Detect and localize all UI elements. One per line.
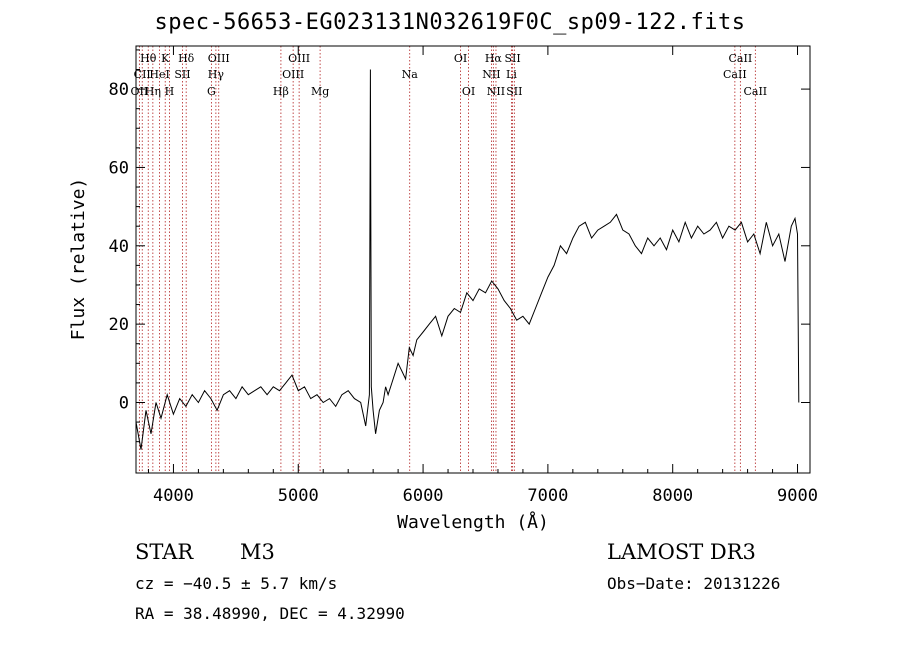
emission-line-label-21: NII — [487, 85, 505, 98]
emission-line-label-18: OI — [462, 85, 475, 98]
plot-frame — [135, 45, 811, 474]
x-tick-label-4: 8000 — [652, 486, 693, 506]
emission-line-label-5: K — [161, 52, 170, 65]
emission-line-markers — [138, 46, 756, 473]
survey-name: LAMOST DR3 — [607, 540, 756, 564]
emission-line-label-12: Hβ — [273, 85, 289, 98]
emission-line-label-0: Hθ — [140, 52, 157, 65]
axis-ticks: 4000 5000 6000 7000 8000 9000 0 20 40 60 80 — [109, 46, 818, 506]
observation-date: Obs−Date: 20131226 — [607, 574, 781, 593]
emission-line-label-11: G — [207, 85, 216, 98]
emission-line-label-16: Na — [402, 68, 419, 81]
emission-line-label-8: Hδ — [178, 52, 195, 65]
emission-line-label-25: CaII — [729, 52, 753, 65]
emission-line-label-27: CaII — [743, 85, 767, 98]
chart-title: spec-56653-EG023131N032619F0C_sp09-122.f… — [154, 10, 746, 35]
x-tick-label-2: 6000 — [403, 486, 444, 506]
x-tick-label-5: 9000 — [777, 486, 818, 506]
coordinates: RA = 38.48990, DEC = 4.32990 — [135, 604, 405, 623]
y-tick-label-4: 80 — [109, 80, 129, 100]
x-tick-label-3: 7000 — [527, 486, 568, 506]
emission-line-label-26: CaII — [723, 68, 747, 81]
emission-line-label-17: OI — [454, 52, 467, 65]
x-axis-label: Wavelength (Å) — [397, 511, 549, 533]
redshift-cz: cz = −40.5 ± 5.7 km/s — [135, 574, 338, 593]
emission-line-label-4: HeI — [149, 68, 169, 81]
emission-line-label-6: H — [165, 85, 175, 98]
emission-line-label-13: OIII — [288, 52, 310, 65]
object-subclass: M3 — [240, 540, 275, 564]
y-tick-label-1: 20 — [109, 315, 129, 335]
emission-line-label-23: Li — [506, 68, 517, 81]
y-tick-label-0: 0 — [119, 393, 129, 413]
y-tick-label-3: 60 — [109, 158, 129, 178]
emission-line-label-3: Hη — [145, 85, 161, 98]
x-tick-label-0: 4000 — [153, 486, 194, 506]
emission-line-label-9: OIII — [208, 52, 230, 65]
emission-line-label-15: Mg — [311, 85, 329, 98]
emission-line-label-14: OIII — [282, 68, 304, 81]
emission-line-label-1: CII — [134, 68, 151, 81]
emission-line-label-2: OII — [131, 85, 149, 98]
spectrum-line-0 — [135, 69, 800, 450]
x-tick-label-1: 5000 — [278, 486, 319, 506]
object-class: STAR — [135, 540, 194, 564]
emission-line-label-10: Hγ — [208, 68, 225, 81]
emission-line-label-19: Hα — [485, 52, 503, 65]
y-tick-label-2: 40 — [109, 237, 129, 257]
emission-line-label-7: SII — [174, 68, 190, 81]
emission-line-label-24: SII — [506, 85, 522, 98]
spectrum-series — [135, 69, 800, 450]
y-axis-label: Flux (relative) — [68, 178, 89, 341]
emission-line-label-22: SII — [504, 52, 520, 65]
emission-line-label-20: NII — [482, 68, 500, 81]
